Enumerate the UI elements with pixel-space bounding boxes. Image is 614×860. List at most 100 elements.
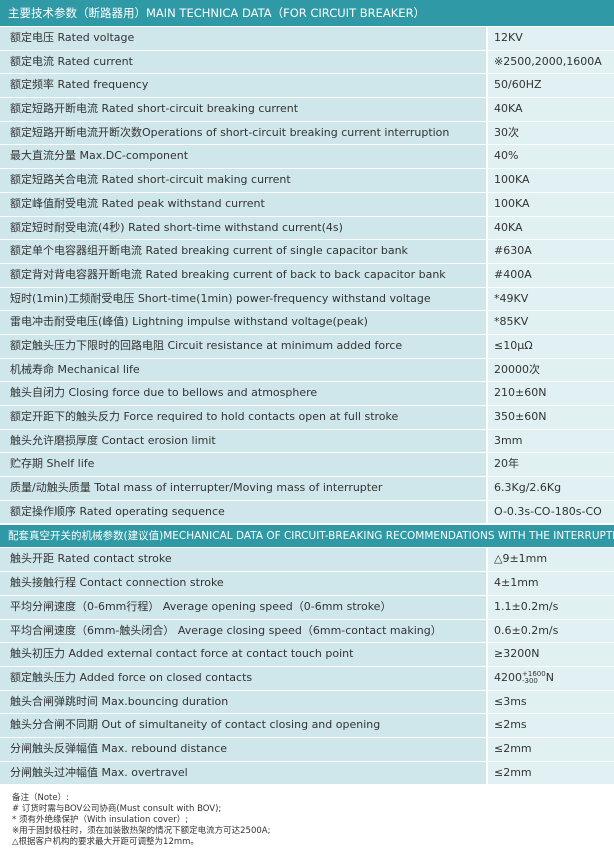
parameter: 额定开距下的触头反力 Force required to hold contac… <box>0 406 486 430</box>
table-row: 触头接触行程 Contact connection stroke 4±1mm <box>0 572 614 596</box>
table-row: 贮存期 Shelf life 20年 <box>0 453 614 478</box>
parameter: 触头分合闸不同期 Out of simultaneity of contact … <box>0 714 486 738</box>
table-row: 触头分合闸不同期 Out of simultaneity of contact … <box>0 714 614 738</box>
value: ※2500,2000,1600A <box>486 50 614 75</box>
parameter: 触头合闸弹跳时间 Max.bouncing duration <box>0 690 486 715</box>
value: ≤10μΩ <box>486 334 614 359</box>
parameter: 最大直流分量 Max.DC-component <box>0 145 486 170</box>
table-row: 触头自闭力 Closing force due to bellows and a… <box>0 382 614 406</box>
parameter: 分闸触头过冲幅值 Max. overtravel <box>0 761 486 786</box>
value: #630A <box>486 240 614 264</box>
parameter: 平均合闸速度（6mm-触头闭合） Average closing speed（6… <box>0 619 486 644</box>
value: 210±60N <box>486 382 614 406</box>
value: 6.3Kg/2.6Kg <box>486 477 614 501</box>
table-row: 额定触头压力 Added force on closed contacts 420… <box>0 666 614 691</box>
parameter: 触头初压力 Added external contact force at co… <box>0 643 486 667</box>
parameter: 额定频率 Rated frequency <box>0 74 486 99</box>
value: △9±1mm <box>486 548 614 573</box>
section-header: 主要技术参数（断路器用）MAIN TECHNICA DATA（FOR CIRCU… <box>0 0 614 26</box>
value: *85KV <box>486 311 614 335</box>
table-row: 额定短路关合电流 Rated short-circuit making curr… <box>0 169 614 193</box>
table-row: 平均合闸速度（6mm-触头闭合） Average closing speed（6… <box>0 619 614 644</box>
parameter: 额定背对背电容器开断电流 Rated breaking current of b… <box>0 263 486 288</box>
parameter: 平均分闸速度（0-6mm行程） Average opening speed（0-… <box>0 595 486 620</box>
value: 100KA <box>486 192 614 217</box>
parameter: 触头自闭力 Closing force due to bellows and a… <box>0 382 486 406</box>
value: ≤2mm <box>486 761 614 786</box>
table-row: 分闸触头反弹幅值 Max. rebound distance ≤2mm <box>0 737 614 762</box>
table-row: 额定单个电容器组开断电流 Rated breaking current of s… <box>0 240 614 264</box>
parameter: 触头接触行程 Contact connection stroke <box>0 572 486 596</box>
parameter: 额定短时耐受电流(4秒) Rated short-time withstand … <box>0 216 486 241</box>
table-row: 额定触头压力下限时的回路电阻 Circuit resistance at min… <box>0 334 614 359</box>
tolerance-upper: +1600 <box>522 669 546 678</box>
value: 40% <box>486 145 614 170</box>
parameter: 触头允许磨损厚度 Contact erosion limit <box>0 429 486 454</box>
value: 30次 <box>486 121 614 146</box>
value: 4±1mm <box>486 572 614 596</box>
table-row: 触头允许磨损厚度 Contact erosion limit 3mm <box>0 429 614 454</box>
section-header: 配套真空开关的机械参数(建议值)MECHANICAL DATA OF CIRCU… <box>0 525 614 548</box>
note-line: # 订货时需与BOV公司协商(Must consult with BOV); <box>12 804 222 815</box>
value: ≤2mm <box>486 737 614 762</box>
value: 40KA <box>486 98 614 122</box>
note-line: △根据客户机构的要求最大开距可调整为12mm。 <box>12 837 199 848</box>
parameter: 雷电冲击耐受电压(峰值) Lightning impulse withstand… <box>0 311 486 335</box>
value: 1.1±0.2m/s <box>486 595 614 620</box>
table-row: 额定频率 Rated frequency 50/60HZ <box>0 74 614 99</box>
parameter: 额定电压 Rated voltage <box>0 27 486 51</box>
parameter: 机械寿命 Mechanical life <box>0 358 486 383</box>
value: 20000次 <box>486 358 614 383</box>
table-row: 分闸触头过冲幅值 Max. overtravel ≤2mm <box>0 761 614 786</box>
value: 20年 <box>486 453 614 478</box>
note-line: * 须有外绝缘保护（With insulation cover）; <box>12 815 189 826</box>
table-row: 触头开距 Rated contact stroke △9±1mm <box>0 548 614 573</box>
table-row: 触头合闸弹跳时间 Max.bouncing duration ≤3ms <box>0 690 614 715</box>
parameter: 分闸触头反弹幅值 Max. rebound distance <box>0 737 486 762</box>
table-row: 最大直流分量 Max.DC-component 40% <box>0 145 614 170</box>
value: ≤2ms <box>486 714 614 738</box>
parameter: 质量/动触头质量 Total mass of interrupter/Movin… <box>0 477 486 501</box>
table-row: 额定电压 Rated voltage 12KV <box>0 27 614 51</box>
table-row: 质量/动触头质量 Total mass of interrupter/Movin… <box>0 477 614 501</box>
tolerance-lower: -300 <box>522 676 538 685</box>
note-line: ※用于固封极柱时，须在加装散热架的情况下额定电流方可达2500A; <box>12 826 271 837</box>
note-line: 备注（Note）: <box>12 793 69 804</box>
value: ≤3ms <box>486 690 614 715</box>
parameter: 额定操作顺序 Rated operating sequence <box>0 500 486 525</box>
value: 100KA <box>486 169 614 193</box>
table-row: 平均分闸速度（0-6mm行程） Average opening speed（0-… <box>0 595 614 620</box>
value: 350±60N <box>486 406 614 430</box>
parameter: 额定触头压力下限时的回路电阻 Circuit resistance at min… <box>0 334 486 359</box>
tolerance: +1600 -300 <box>522 669 546 685</box>
table-row: 机械寿命 Mechanical life 20000次 <box>0 358 614 383</box>
table-row: 雷电冲击耐受电压(峰值) Lightning impulse withstand… <box>0 311 614 335</box>
parameter: 贮存期 Shelf life <box>0 453 486 478</box>
notes: 备注（Note）: # 订货时需与BOV公司协商(Must consult wit… <box>0 793 614 848</box>
parameter: 触头开距 Rated contact stroke <box>0 548 486 573</box>
table-row: 额定短路开断电流 Rated short-circuit breaking cu… <box>0 98 614 122</box>
table-row: 额定背对背电容器开断电流 Rated breaking current of b… <box>0 263 614 288</box>
table-row: 额定短时耐受电流(4秒) Rated short-time withstand … <box>0 216 614 241</box>
parameter: 额定峰值耐受电流 Rated peak withstand current <box>0 192 486 217</box>
parameter: 额定短路开断电流开断次数Operations of short-circuit … <box>0 121 486 146</box>
parameter: 额定触头压力 Added force on closed contacts <box>0 666 486 691</box>
table-row: 额定操作顺序 Rated operating sequence O-0.3s-CO… <box>0 500 614 525</box>
parameter: 额定单个电容器组开断电流 Rated breaking current of s… <box>0 240 486 264</box>
parameter: 额定短路开断电流 Rated short-circuit breaking cu… <box>0 98 486 122</box>
value: 0.6±0.2m/s <box>486 619 614 644</box>
table-row: 额定短路开断电流开断次数Operations of short-circuit … <box>0 121 614 146</box>
value: #400A <box>486 263 614 288</box>
parameter: 额定短路关合电流 Rated short-circuit making curr… <box>0 169 486 193</box>
table-row: 短时(1min)工频耐受电压 Short-time(1min) power-fr… <box>0 287 614 312</box>
value: ≥3200N <box>486 643 614 667</box>
value-unit: N <box>545 670 554 684</box>
value: *49KV <box>486 287 614 312</box>
value: 12KV <box>486 27 614 51</box>
value: 3mm <box>486 429 614 454</box>
table-row: 额定电流 Rated current ※2500,2000,1600A <box>0 50 614 75</box>
table-row: 额定峰值耐受电流 Rated peak withstand current 100… <box>0 192 614 217</box>
parameter: 短时(1min)工频耐受电压 Short-time(1min) power-fr… <box>0 287 486 312</box>
table-row: 触头初压力 Added external contact force at co… <box>0 643 614 667</box>
value: O-0.3s-CO-180s-CO <box>486 500 614 525</box>
